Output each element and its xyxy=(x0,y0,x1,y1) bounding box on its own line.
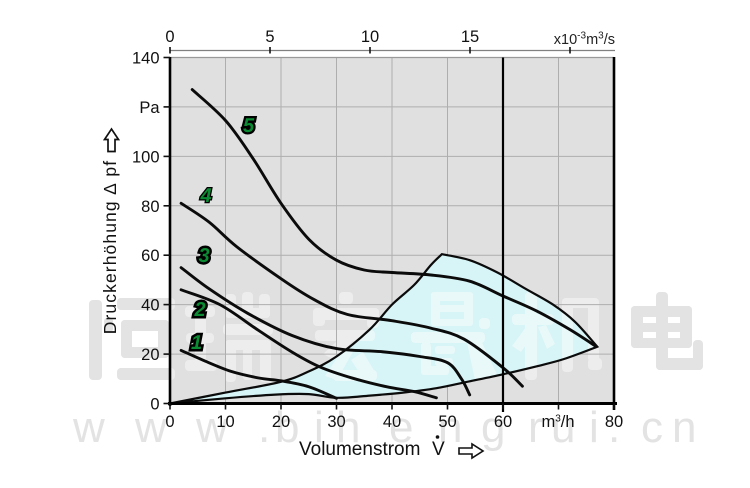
svg-text:10: 10 xyxy=(216,413,234,431)
svg-text:Pa: Pa xyxy=(139,99,160,117)
svg-text:m3/h: m3/h xyxy=(541,413,574,431)
svg-text:100: 100 xyxy=(132,148,160,166)
svg-text:50: 50 xyxy=(438,413,456,431)
svg-text:60: 60 xyxy=(141,247,159,265)
svg-text:4: 4 xyxy=(199,185,211,207)
svg-text:40: 40 xyxy=(141,297,159,315)
svg-text:0: 0 xyxy=(165,28,174,46)
svg-text:5: 5 xyxy=(265,28,274,46)
svg-text:80: 80 xyxy=(605,413,623,431)
svg-text:5: 5 xyxy=(243,115,255,137)
svg-text:Druckerhöhung ∆ pf: Druckerhöhung ∆ pf xyxy=(100,160,120,334)
svg-text:V: V xyxy=(432,439,445,460)
svg-text:2: 2 xyxy=(193,299,205,321)
svg-text:40: 40 xyxy=(383,413,401,431)
svg-text:10: 10 xyxy=(361,28,379,46)
svg-text:15: 15 xyxy=(461,28,479,46)
svg-text:60: 60 xyxy=(494,413,512,431)
svg-text:30: 30 xyxy=(327,413,345,431)
svg-text:0: 0 xyxy=(150,396,159,414)
svg-text:0: 0 xyxy=(165,413,174,431)
svg-text:3: 3 xyxy=(198,245,209,267)
svg-text:140: 140 xyxy=(132,50,160,68)
svg-text:80: 80 xyxy=(141,198,159,216)
svg-text:20: 20 xyxy=(272,413,290,431)
svg-text:20: 20 xyxy=(141,346,159,364)
svg-text:Volumenstrom: Volumenstrom xyxy=(299,439,420,460)
svg-text:1: 1 xyxy=(191,332,202,354)
